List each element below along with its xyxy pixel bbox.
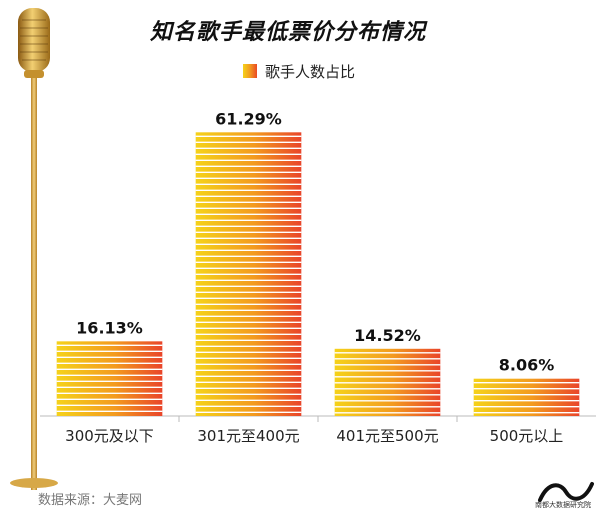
bar-rect — [56, 341, 163, 416]
bar — [334, 348, 441, 416]
value-label: 8.06% — [499, 356, 555, 375]
source-note: 数据来源：大麦网 — [38, 493, 143, 508]
legend-swatch — [243, 64, 257, 78]
bar — [195, 132, 302, 416]
category-label: 401元至500元 — [336, 427, 438, 445]
chart-title: 知名歌手最低票价分布情况 — [150, 20, 427, 45]
bar-rect — [473, 378, 580, 416]
value-label: 16.13% — [76, 318, 143, 337]
legend-label: 歌手人数占比 — [265, 62, 356, 81]
category-label: 301元至400元 — [197, 427, 299, 445]
category-label: 300元及以下 — [65, 427, 154, 445]
category-label: 500元以上 — [490, 427, 564, 445]
legend: 歌手人数占比 — [243, 62, 356, 81]
logo-text: 南都大数据研究院 — [535, 501, 591, 509]
bar — [473, 378, 580, 416]
value-label: 61.29% — [215, 109, 282, 128]
value-label: 14.52% — [354, 326, 421, 345]
brand-logo-icon — [538, 482, 594, 502]
bar — [56, 341, 163, 416]
microphone-icon — [10, 8, 58, 490]
